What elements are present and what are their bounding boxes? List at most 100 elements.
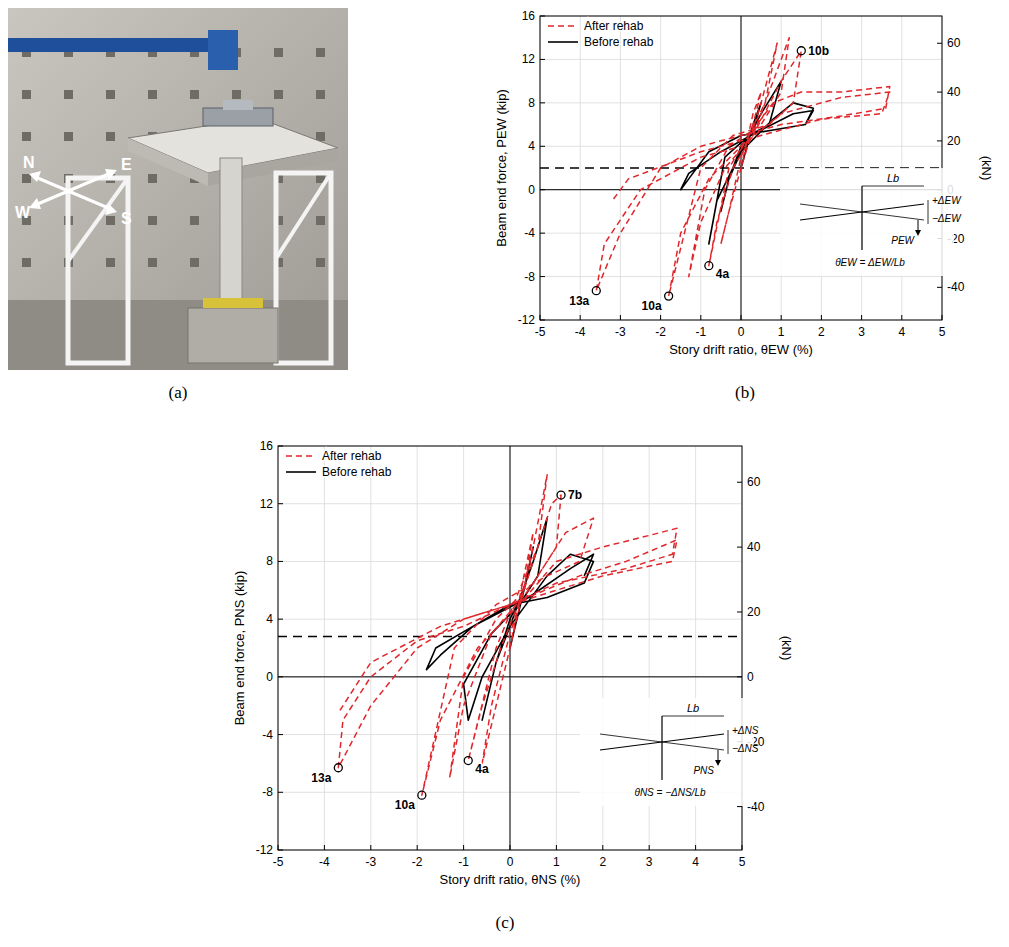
- x-tick-label: -4: [575, 325, 586, 339]
- x-tick-label: 1: [553, 855, 560, 869]
- chart: 10b4a10a13a-5-4-3-2-1012345-12-8-4048121…: [494, 9, 994, 357]
- y-tick-label: 4: [266, 612, 273, 626]
- tick: [540, 189, 545, 190]
- brace-frame: [276, 173, 331, 363]
- annotation-label: 4a: [475, 762, 489, 776]
- grid-line: [324, 446, 325, 850]
- inset-beam-deflected: [662, 742, 724, 750]
- legend: After rehabBefore rehab: [548, 19, 654, 49]
- footing: [188, 308, 278, 363]
- arrow-head: [29, 198, 41, 209]
- x-tick-label: -5: [535, 325, 546, 339]
- tick: [540, 315, 541, 320]
- annotation-point: [418, 791, 426, 799]
- legend-label: Before rehab: [322, 465, 392, 479]
- zero-line: [278, 676, 742, 677]
- inset-bg: [780, 168, 954, 276]
- steel-beam: [203, 108, 273, 126]
- actuator-head: [208, 30, 238, 70]
- x-tick-label: 1: [778, 325, 785, 339]
- tick: [695, 845, 696, 850]
- tick: [649, 845, 650, 850]
- inset-label: −ΔNS: [732, 743, 759, 754]
- y-tick-label: -8: [524, 270, 535, 284]
- y2-tick-label: 60: [947, 36, 961, 50]
- tick: [540, 59, 545, 60]
- annotation-label: 7b: [568, 488, 582, 502]
- y-tick-label: 8: [528, 96, 535, 110]
- tick: [278, 734, 283, 735]
- inset-arrow-head: [915, 230, 921, 236]
- grid-line: [278, 676, 742, 677]
- series-line: [426, 518, 593, 720]
- x-tick-label: 2: [818, 325, 825, 339]
- tick: [781, 315, 782, 320]
- steel-beam: [223, 100, 253, 110]
- anchor-plate: [316, 90, 325, 99]
- inset-dim: [662, 716, 724, 717]
- tick: [660, 315, 661, 320]
- tick: [737, 547, 742, 548]
- x-tick-label: 4: [692, 855, 699, 869]
- compass-arrow: [33, 172, 113, 206]
- annotation-point: [592, 287, 600, 295]
- compass-arrow: [33, 176, 113, 210]
- annotation-point: [797, 47, 805, 55]
- tick: [540, 102, 545, 103]
- x-axis-title: Story drift ratio, θNS (%): [440, 872, 581, 887]
- tick: [942, 315, 943, 320]
- annotation-point: [557, 491, 565, 499]
- compass-label: S: [121, 210, 132, 227]
- tick: [602, 845, 603, 850]
- legend-label: After rehab: [322, 449, 382, 463]
- y-tick-label: -8: [262, 785, 273, 799]
- inset-beam-deflected: [800, 204, 862, 212]
- inset-label: +ΔNS: [732, 725, 759, 736]
- annotation-point: [705, 262, 713, 270]
- y-tick-label: 0: [266, 670, 273, 684]
- anchor-plate: [106, 132, 115, 141]
- anchor-plate: [190, 216, 199, 225]
- tick: [937, 43, 942, 44]
- y2-tick-label: -40: [947, 280, 965, 294]
- tick: [540, 233, 545, 234]
- annotation-point: [665, 292, 673, 300]
- anchor-plate: [64, 132, 73, 141]
- tick: [278, 619, 283, 620]
- grid-line: [463, 446, 464, 850]
- y2-tick-label: 20: [747, 605, 761, 619]
- tick: [278, 850, 283, 851]
- tick: [901, 315, 902, 320]
- x-tick-label: 5: [939, 325, 946, 339]
- inset-label: PEW: [891, 235, 915, 246]
- annotation-label: 10a: [395, 798, 415, 812]
- inset-beam-deflected: [600, 734, 662, 742]
- annotation-label: 10b: [808, 44, 829, 58]
- floor: [8, 300, 348, 370]
- y-tick-label: -12: [518, 313, 536, 327]
- anchor-plate: [190, 258, 199, 267]
- legend-label: After rehab: [584, 19, 644, 33]
- anchor-plate: [316, 258, 325, 267]
- annotation-label: 10a: [642, 299, 662, 313]
- anchor-plate: [274, 48, 283, 57]
- y-axis-title: Beam end force, PEW (kip): [494, 89, 509, 247]
- x-axis-title: Story drift ratio, θEW (%): [669, 342, 813, 357]
- inset-label: −ΔEW: [932, 213, 962, 224]
- anchor-plate: [274, 90, 283, 99]
- anchor-plate: [106, 258, 115, 267]
- plot-frame: [278, 446, 742, 850]
- tick: [278, 792, 283, 793]
- x-tick-label: -3: [615, 325, 626, 339]
- x-tick-label: 3: [858, 325, 865, 339]
- slab-edge: [128, 138, 208, 186]
- inset-label: θEW = ΔEW/Lb: [835, 257, 905, 268]
- tick: [540, 146, 545, 147]
- anchor-plate: [190, 90, 199, 99]
- legend: After rehab Before rehab: [286, 449, 392, 479]
- y2-tick-label: 20: [947, 134, 961, 148]
- legend-swatch: [286, 455, 316, 457]
- anchor-plate: [106, 216, 115, 225]
- panel-label: (c): [496, 913, 515, 932]
- anchor-plate: [22, 132, 31, 141]
